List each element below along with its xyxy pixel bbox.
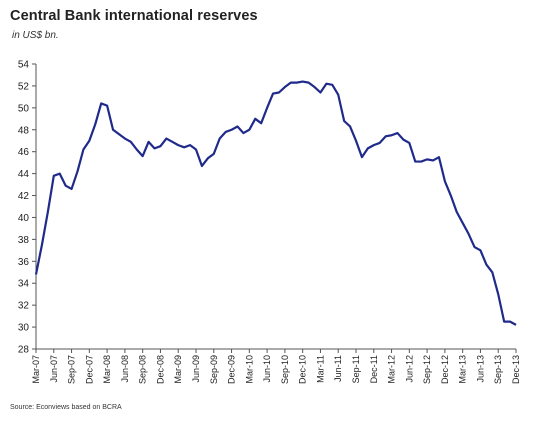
x-tick-label: Jun-09 <box>191 355 201 383</box>
y-tick-label: 38 <box>18 235 30 246</box>
x-tick-label: Dec-10 <box>298 355 308 384</box>
y-tick-label: 54 <box>18 60 30 71</box>
x-tick-label: Jun-08 <box>120 355 130 383</box>
y-tick-label: 28 <box>18 345 30 356</box>
x-tick-label: Jun-11 <box>333 355 343 382</box>
x-tick-label: Dec-07 <box>84 355 94 384</box>
x-tick-label: Jun-10 <box>262 355 272 383</box>
x-tick-label: Mar-07 <box>31 355 41 384</box>
x-tick-label: Sep-08 <box>138 355 148 384</box>
x-tick-label: Mar-10 <box>244 355 254 384</box>
x-tick-label: Jun-12 <box>404 355 414 383</box>
y-tick-label: 34 <box>18 279 30 290</box>
x-tick-label: Mar-13 <box>458 355 468 384</box>
y-tick-label: 36 <box>18 257 30 268</box>
y-tick-label: 48 <box>18 125 30 136</box>
y-tick-label: 30 <box>18 323 30 334</box>
y-tick-label: 44 <box>18 169 30 180</box>
x-tick-label: Dec-08 <box>155 355 165 384</box>
x-tick-label: Jun-13 <box>475 355 485 383</box>
y-tick-label: 52 <box>18 81 30 92</box>
chart-subtitle: in US$ bn. <box>12 30 59 41</box>
x-tick-label: Jun-07 <box>49 355 59 383</box>
x-tick-label: Sep-10 <box>280 355 290 384</box>
y-tick-label: 50 <box>18 103 30 114</box>
x-tick-label: Dec-13 <box>511 355 521 384</box>
x-tick-label: Sep-13 <box>493 355 503 384</box>
x-tick-label: Sep-12 <box>422 355 432 384</box>
y-axis: 28 30 32 34 36 38 40 42 44 46 48 50 52 54 <box>18 60 37 356</box>
y-tick-label: 32 <box>18 301 30 312</box>
x-tick-label: Dec-12 <box>440 355 450 384</box>
chart-title: Central Bank international reserves <box>10 8 258 24</box>
x-tick-label: Sep-09 <box>209 355 219 384</box>
y-tick-label: 40 <box>18 213 30 224</box>
x-tick-label: Sep-07 <box>67 355 77 384</box>
x-tick-label: Mar-08 <box>102 355 112 384</box>
x-tick-label: Dec-09 <box>227 355 237 384</box>
x-tick-label: Sep-11 <box>351 355 361 383</box>
x-axis: Mar-07 Jun-07 Sep-07 Dec-07 Mar-08 Jun-08 Sep-… <box>31 348 521 384</box>
x-tick-label: Mar-12 <box>387 355 397 384</box>
y-tick-label: 42 <box>18 191 30 202</box>
series-line-reserves <box>34 80 517 326</box>
x-tick-label: Dec-11 <box>369 355 379 383</box>
y-tick-label: 46 <box>18 147 30 158</box>
x-tick-label: Mar-11 <box>315 355 325 383</box>
x-tick-label: Mar-09 <box>173 355 183 384</box>
chart-source: Source: Econviews based on BCRA <box>10 404 122 411</box>
